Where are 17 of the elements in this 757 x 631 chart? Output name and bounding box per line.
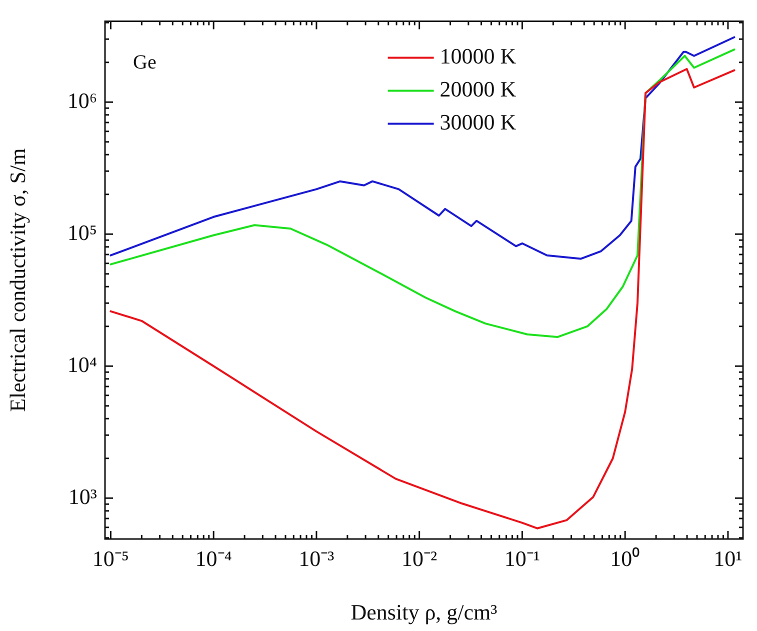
x-axis-title: Density ρ, g/cm³: [350, 600, 498, 625]
legend-label: 20000 K: [440, 76, 516, 102]
y-tick-label: 10⁴: [67, 352, 98, 377]
legend-label: 30000 K: [440, 109, 516, 134]
x-tick-label: 10¹: [714, 546, 742, 571]
y-tick-label: 10⁵: [67, 220, 97, 245]
annotation: Ge: [133, 51, 156, 74]
x-tick-label: 10⁻¹: [504, 546, 540, 571]
legend-label: 10000 K: [440, 43, 516, 68]
x-tick-label: 10⁻²: [402, 546, 438, 571]
x-tick-label: 10⁻⁴: [195, 546, 232, 571]
y-tick-label: 10⁶: [67, 88, 97, 113]
x-tick-label: 10⁻⁵: [92, 546, 130, 571]
x-tick-label: 10⁻³: [298, 546, 335, 571]
x-tick-label: 10⁰: [610, 546, 640, 571]
y-axis-title: Electrical conductivity σ, S/m: [4, 148, 30, 412]
y-tick-label: 10³: [68, 484, 98, 509]
